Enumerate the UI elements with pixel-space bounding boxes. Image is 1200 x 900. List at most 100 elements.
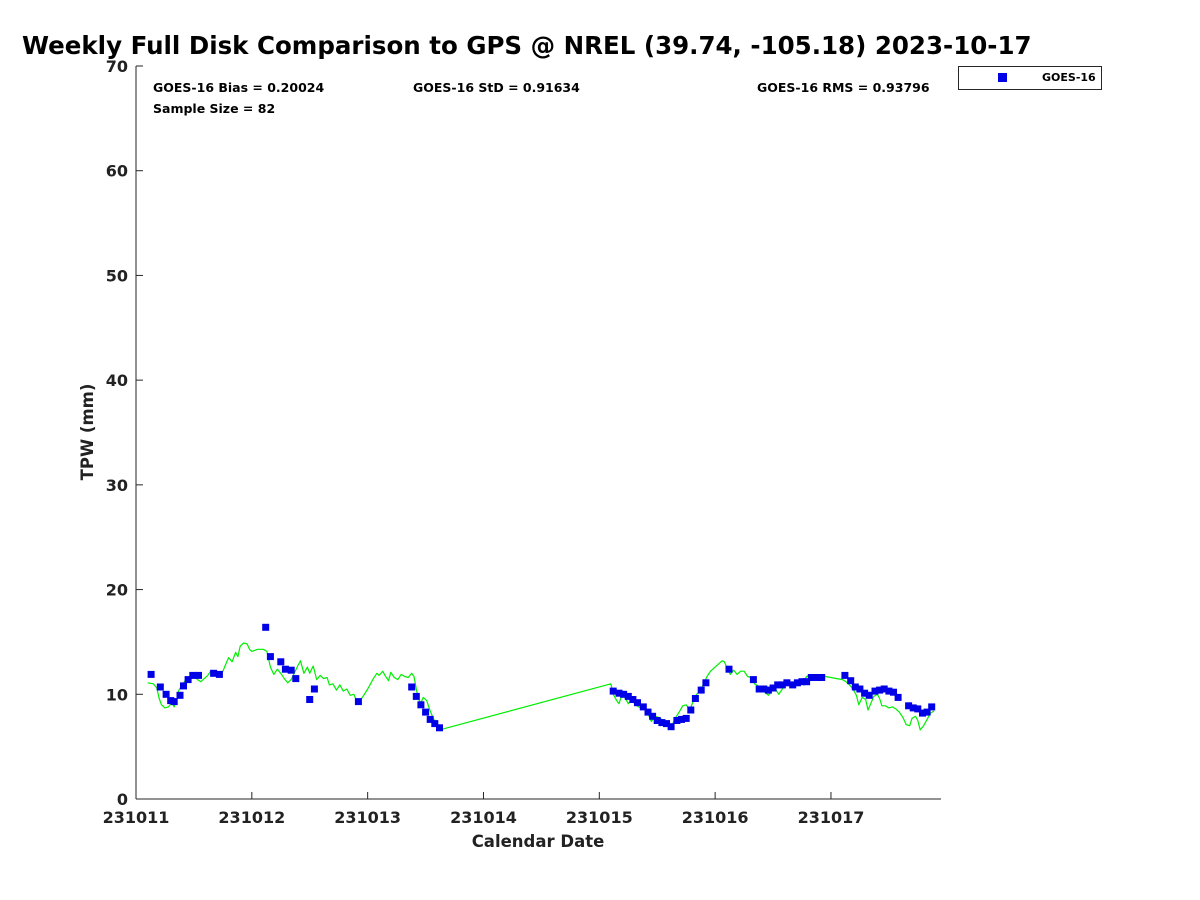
goes16-point [789,681,797,689]
chart-title: Weekly Full Disk Comparison to GPS @ NRE… [22,31,1032,60]
goes16-point [663,720,670,728]
goes16-point [682,714,690,722]
goes16-point [658,719,666,727]
goes16-point [189,671,197,679]
goes16-point [919,709,926,717]
goes16-point [803,678,811,686]
goes16-point [760,685,768,693]
goes16-point [847,677,855,685]
goes16-point [156,683,164,691]
stat-std: GOES-16 StD = 0.91634 [413,80,580,95]
goes16-point [697,686,705,694]
y-tick-label: 60 [106,162,128,181]
goes16-point [422,708,430,716]
goes16-point [851,683,859,691]
goes16-point [769,684,777,692]
goes16-point [667,723,675,731]
goes16-point [615,689,623,697]
goes16-point [783,679,791,687]
goes16-point [195,671,202,679]
goes16-point [793,679,801,687]
goes16-point [807,674,815,681]
y-ticks: 0 10 20 30 40 50 60 70 [106,57,143,809]
goes16-point [310,685,318,693]
goes16-point [162,690,170,698]
goes16-point [813,674,821,681]
goes16-point [764,686,772,694]
goes16-point [644,708,652,716]
goes16-point [210,669,218,677]
x-tick-label: 231017 [798,808,865,827]
legend-marker-goes16 [998,73,1007,82]
legend-box [958,66,1102,90]
goes16-point [778,681,786,689]
goes16-point [176,691,184,699]
goes16-point [266,653,274,661]
goes16-point [436,724,443,732]
stat-bias: GOES-16 Bias = 0.20024 [153,80,324,95]
goes16-point [215,670,223,678]
goes16-point [894,693,902,701]
goes16-point [818,674,826,681]
goes16-point [871,687,879,695]
goes16-point [749,676,757,684]
y-tick-label: 30 [106,476,128,495]
x-tick-label: 231015 [566,808,633,827]
goes16-point [725,665,733,673]
x-tick-label: 231014 [450,808,517,827]
goes16-point [653,717,661,724]
goes16-point [417,701,425,709]
goes16-point [905,702,913,710]
goes16-point [798,678,806,686]
goes16-point [691,695,699,702]
x-tick-label: 231011 [103,808,170,827]
goes16-point [281,665,289,673]
goes16-point [184,676,192,684]
goes16-point [928,703,936,711]
goes16-point [170,698,178,706]
x-ticks: 231011 231012 231013 231014 231015 231016 2310… [103,792,865,827]
stat-rms: GOES-16 RMS = 0.93796 [757,80,930,95]
goes16-point [702,679,710,687]
goes16-point [287,666,295,674]
y-tick-label: 70 [106,57,128,76]
goes16-point [865,691,873,699]
series-layer [147,623,936,732]
goes16-point [180,682,187,690]
goes16-point [687,706,695,714]
goes16-point [147,670,155,678]
goes16-point [755,685,763,693]
y-axis-label: TPW (mm) [78,384,97,481]
goes16-point [292,675,300,683]
goes16-point [923,708,931,716]
x-tick-label: 231016 [682,808,749,827]
goes16-point [262,623,270,631]
y-tick-label: 20 [106,581,128,600]
goes16-point [876,686,884,694]
stat-sample-size: Sample Size = 82 [153,101,275,116]
goes16-point [861,689,869,697]
goes16-point [774,681,782,689]
plot-background [136,66,941,799]
goes16-point [649,712,657,720]
goes16-point [431,720,439,728]
goes16-point [306,696,314,703]
x-tick-label: 231012 [218,808,285,827]
y-tick-label: 50 [106,266,128,285]
series-line-gps [147,642,935,731]
goes16-point [620,690,628,698]
x-axis-label: Calendar Date [472,832,605,851]
goes16-point [678,715,685,723]
goes16-point [408,683,416,691]
goes16-point [890,688,897,696]
goes16-point [277,658,285,666]
goes16-point [885,687,893,695]
x-tick-label: 231013 [334,808,401,827]
goes16-point [639,703,647,711]
stats-annotations: GOES-16 Bias = 0.20024 GOES-16 StD = 0.9… [153,80,930,116]
y-tick-label: 10 [106,685,128,704]
y-tick-label: 40 [106,371,128,390]
goes16-point [841,671,849,679]
goes16-point [629,696,637,703]
